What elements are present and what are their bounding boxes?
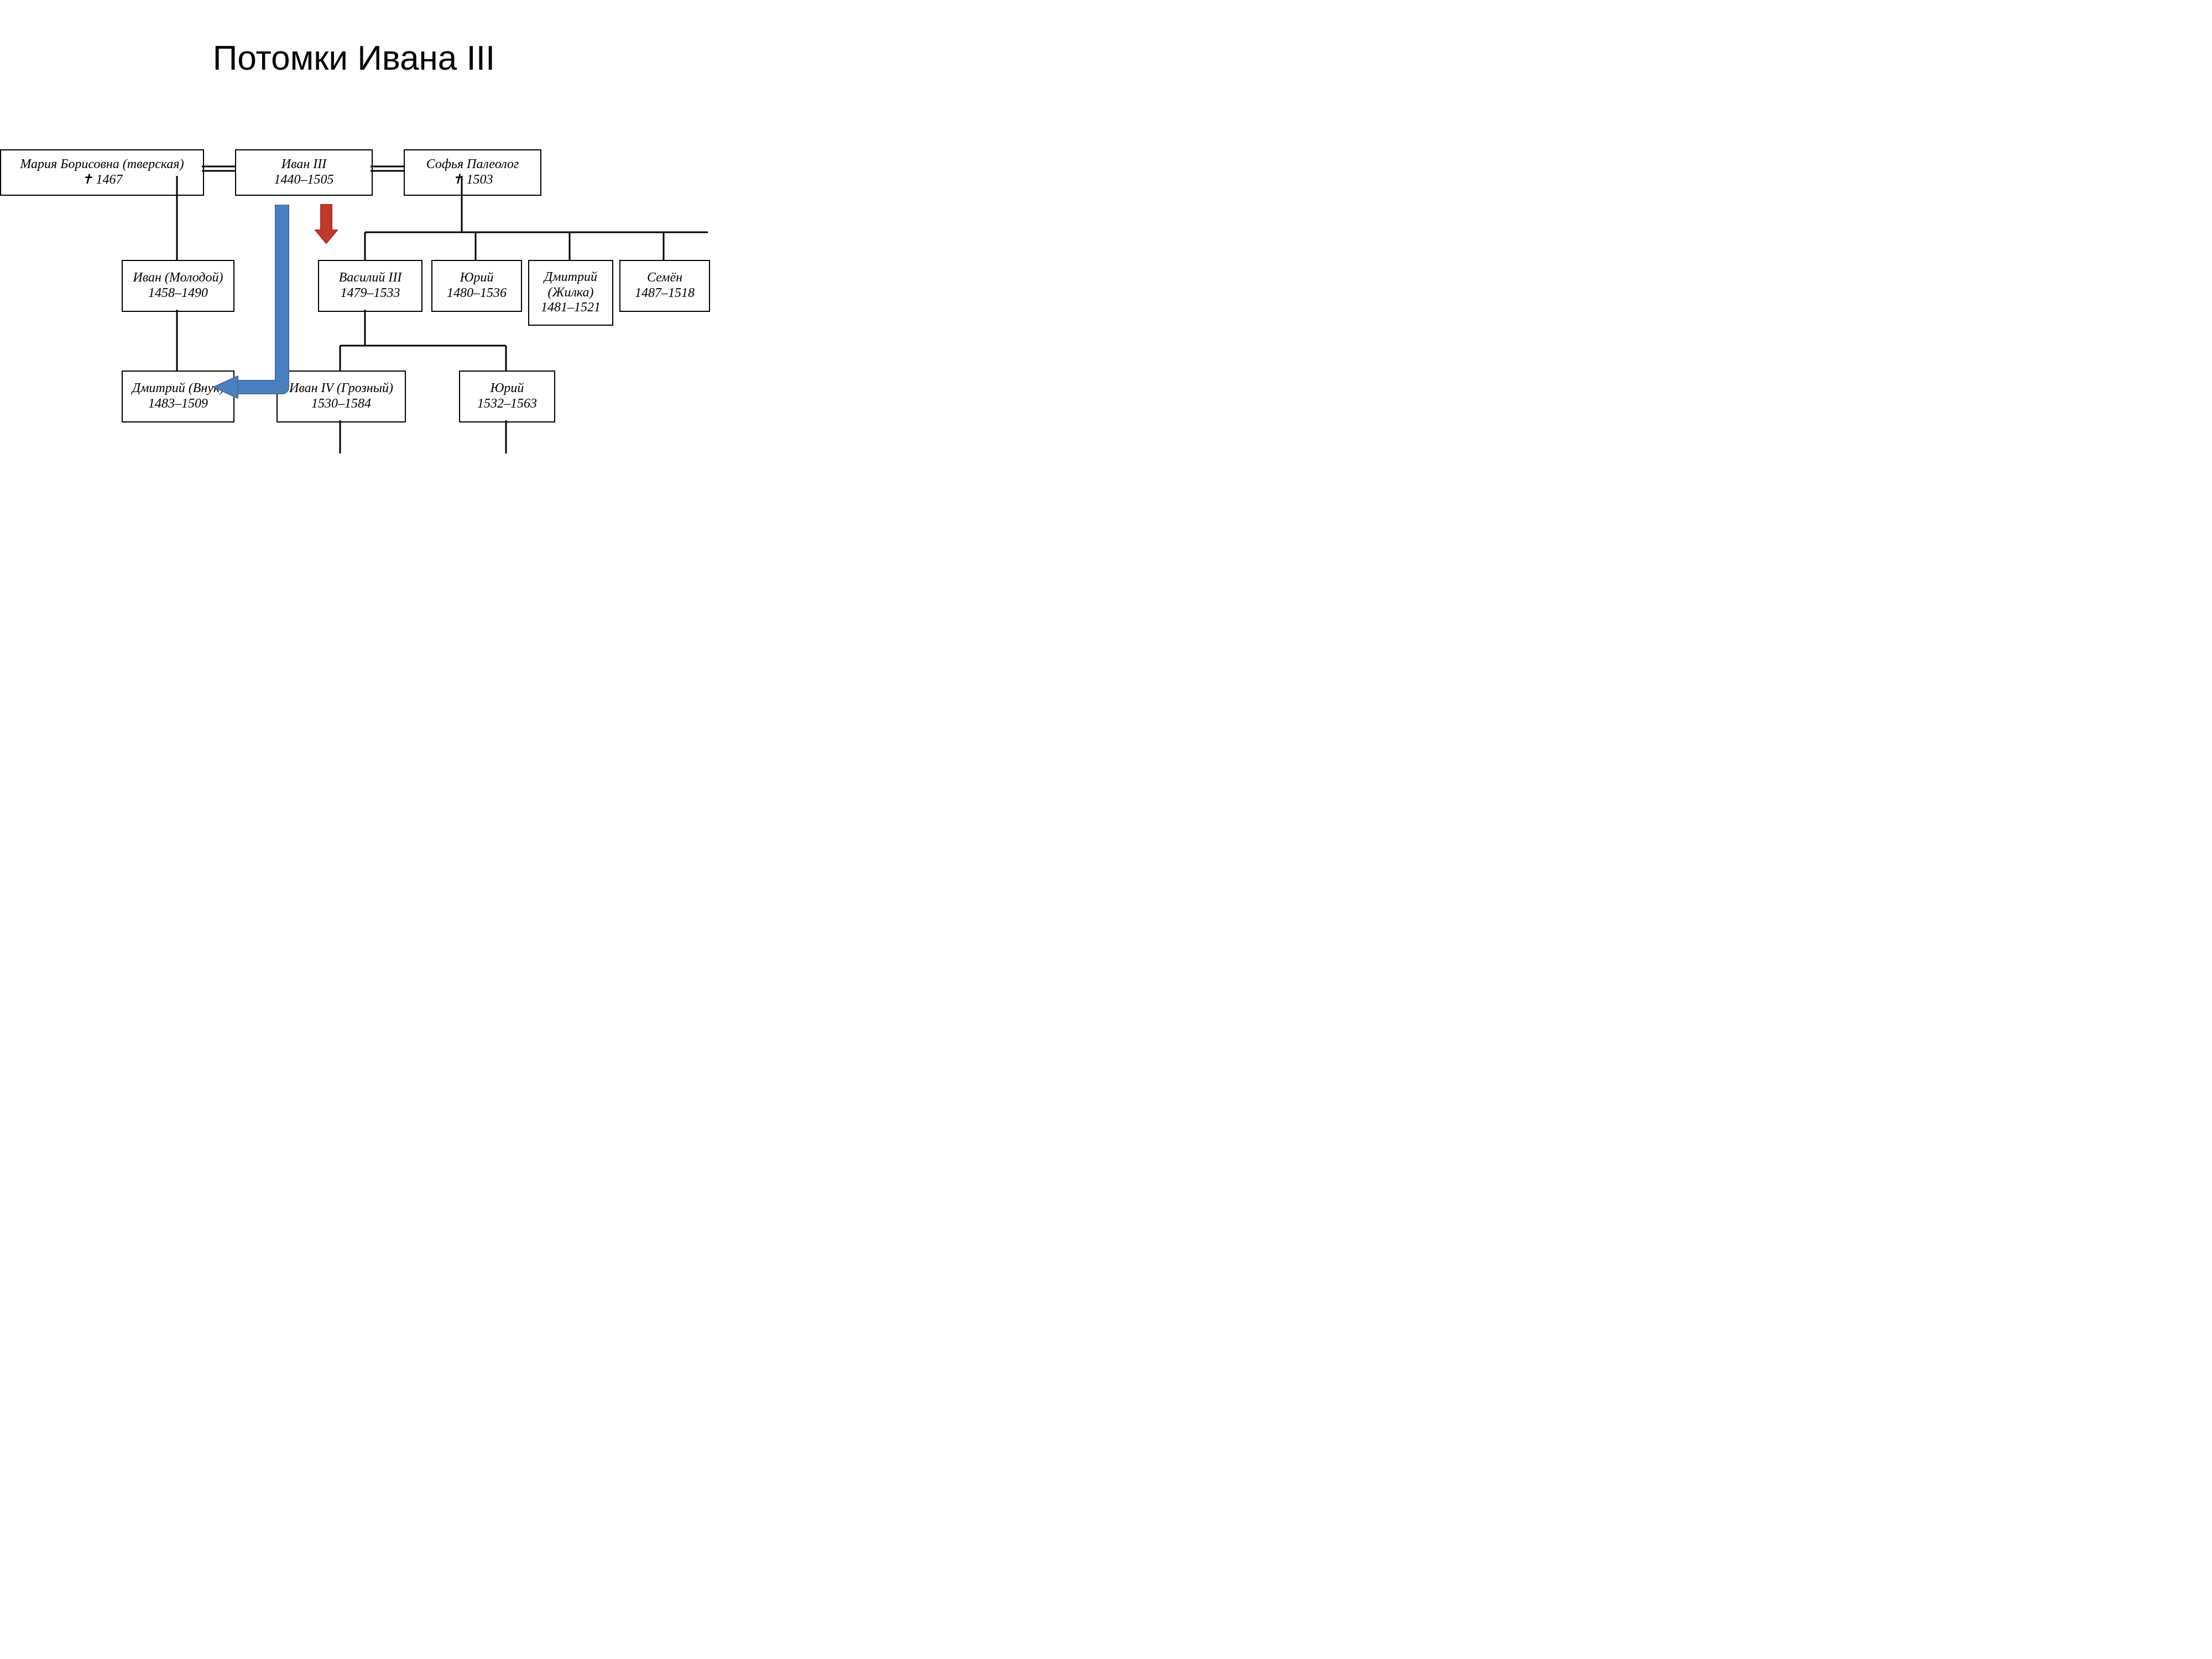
node-label: Дмитрий (Жилка) — [529, 270, 612, 300]
node-semen: Семён 1487–1518 — [619, 260, 710, 312]
node-label: Софья Палеолог — [426, 157, 519, 173]
node-label: Юрий — [491, 381, 524, 397]
node-dmitriy-vnuk: Дмитрий (Внук) 1483–1509 — [122, 371, 234, 422]
node-sofia: Софья Палеолог ✝ 1503 — [404, 149, 541, 196]
node-yuri-1480: Юрий 1480–1536 — [431, 260, 522, 312]
node-label: Семён — [647, 270, 682, 286]
node-dates: 1480–1536 — [447, 286, 507, 301]
node-dates: ✝ 1503 — [452, 173, 493, 188]
node-dates: ✝ 1467 — [81, 173, 122, 188]
node-ivan4: Иван IV (Грозный) 1530–1584 — [276, 371, 406, 422]
node-dmitriy-zhilka: Дмитрий (Жилка) 1481–1521 — [528, 260, 613, 326]
node-label: Иван (Молодой) — [133, 270, 223, 286]
node-dates: 1483–1509 — [148, 397, 208, 412]
diagram-title: Потомки Ивана III — [0, 39, 708, 78]
node-maria: Мария Борисовна (тверская) ✝ 1467 — [0, 149, 204, 196]
node-dates: 1481–1521 — [541, 300, 601, 316]
diagram-canvas: Потомки Ивана III Мария Борисовна (тверс… — [0, 0, 708, 531]
node-label: Юрий — [460, 270, 494, 286]
node-ivan3: Иван III 1440–1505 — [235, 149, 373, 196]
node-dates: 1458–1490 — [148, 286, 208, 301]
node-label: Иван IV (Грозный) — [289, 381, 393, 397]
node-dates: 1487–1518 — [635, 286, 695, 301]
node-dates: 1440–1505 — [274, 173, 334, 188]
node-label: Иван III — [281, 157, 326, 173]
node-label: Дмитрий (Внук) — [132, 381, 224, 397]
node-yuri-1532: Юрий 1532–1563 — [459, 371, 555, 422]
node-vasiliy3: Василий III 1479–1533 — [318, 260, 422, 312]
node-dates: 1530–1584 — [311, 397, 371, 412]
node-dates: 1532–1563 — [477, 397, 537, 412]
node-label: Мария Борисовна (тверская) — [20, 157, 184, 173]
node-dates: 1479–1533 — [341, 286, 400, 301]
node-ivan-molodoy: Иван (Молодой) 1458–1490 — [122, 260, 234, 312]
node-label: Василий III — [339, 270, 402, 286]
